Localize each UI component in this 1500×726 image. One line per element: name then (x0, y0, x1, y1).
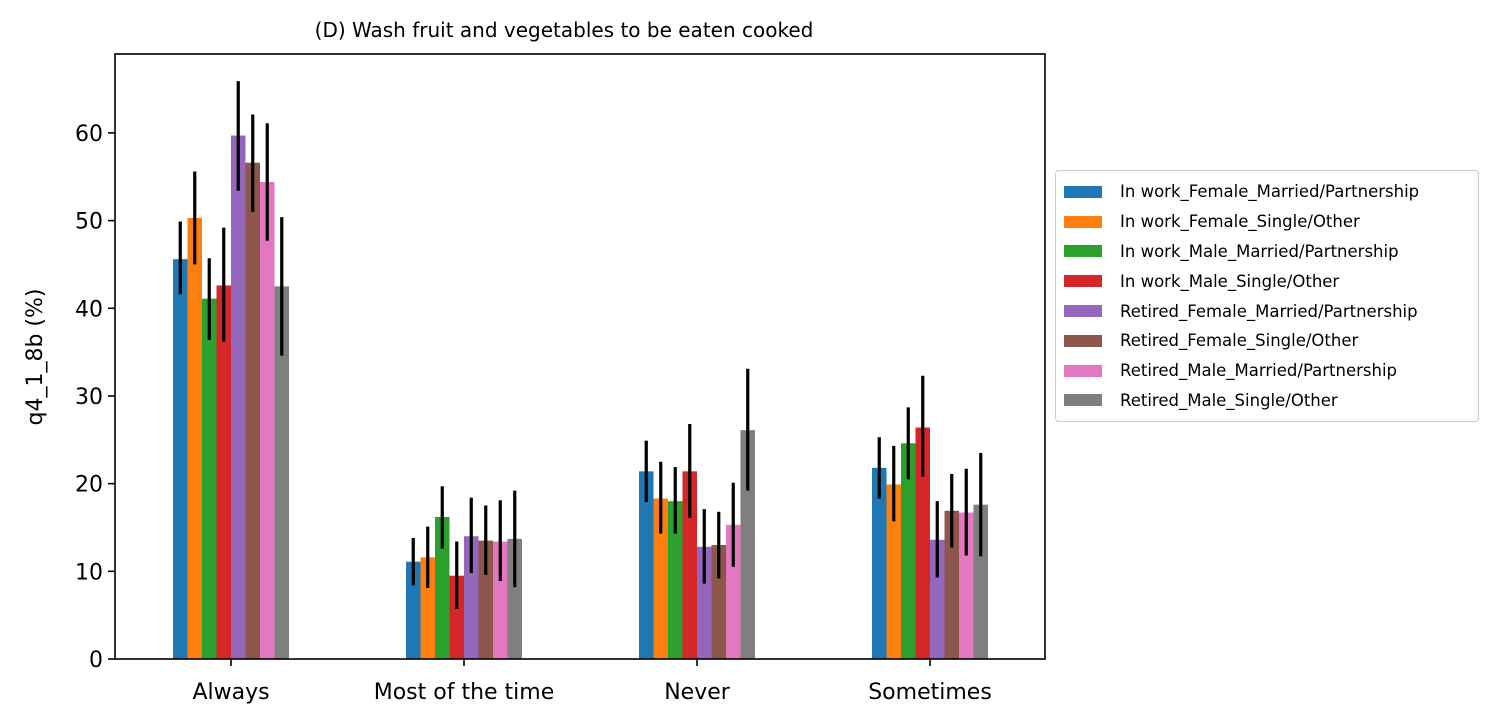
bar (464, 536, 479, 659)
bar (260, 182, 275, 659)
bar (216, 285, 231, 659)
legend-swatch (1064, 215, 1102, 228)
bar (740, 430, 755, 659)
bar (245, 162, 260, 659)
legend-swatch (1064, 334, 1102, 347)
legend-item: Retired_Female_Single/Other (1064, 326, 1478, 356)
bar (202, 298, 217, 659)
legend-item: Retired_Male_Married/Partnership (1064, 356, 1478, 386)
y-tick-label: 0 (89, 648, 103, 673)
y-tick-label: 50 (75, 210, 103, 235)
bar (420, 557, 435, 659)
x-tick-label: Most of the time (374, 680, 555, 705)
bar (872, 467, 887, 659)
bar (711, 545, 726, 659)
legend-label: In work_Female_Single/Other (1120, 212, 1360, 232)
bar (274, 286, 289, 659)
legend-item: Retired_Male_Single/Other (1064, 386, 1478, 416)
legend-item: In work_Male_Married/Partnership (1064, 237, 1478, 267)
bar (493, 541, 508, 659)
y-tick-label: 60 (75, 122, 103, 147)
x-tick-label: Never (664, 680, 731, 705)
bar (682, 471, 697, 659)
bar (959, 512, 974, 659)
bar (507, 538, 522, 659)
bar (187, 217, 202, 659)
legend-label: Retired_Female_Married/Partnership (1120, 301, 1418, 321)
legend-label: In work_Male_Married/Partnership (1120, 241, 1399, 261)
legend-swatch (1064, 275, 1102, 288)
y-tick-label: 30 (75, 385, 103, 410)
bar (726, 524, 741, 659)
legend-label: Retired_Female_Single/Other (1120, 331, 1359, 351)
y-axis-label: q4_1_8b (%) (23, 289, 48, 426)
bar (449, 575, 464, 659)
bar (668, 501, 683, 659)
bar (973, 504, 988, 659)
bar (930, 539, 945, 659)
legend-swatch (1064, 305, 1102, 318)
bar (406, 561, 421, 659)
bar (653, 498, 668, 659)
legend-item: In work_Male_Single/Other (1064, 266, 1478, 296)
legend: In work_Female_Married/Partnership In wor… (1055, 170, 1479, 423)
legend-item: In work_Female_Single/Other (1064, 207, 1478, 237)
legend-label: In work_Male_Single/Other (1120, 271, 1340, 291)
plot-area-frame (114, 53, 1046, 660)
x-tick-label: Always (192, 680, 269, 705)
legend-swatch (1064, 185, 1102, 198)
bar (435, 516, 450, 659)
bar (886, 484, 901, 659)
x-tick-label: Sometimes (868, 680, 992, 705)
legend-item: In work_Female_Married/Partnership (1064, 177, 1478, 207)
bar (173, 259, 188, 659)
bar (697, 546, 712, 659)
legend-label: Retired_Male_Single/Other (1120, 390, 1338, 410)
chart-title: (D) Wash fruit and vegetables to be eate… (315, 18, 814, 42)
legend-item: Retired_Female_Married/Partnership (1064, 296, 1478, 326)
bar (944, 510, 959, 659)
legend-label: In work_Female_Married/Partnership (1120, 182, 1420, 202)
bar (901, 443, 916, 659)
bar (915, 427, 930, 659)
legend-swatch (1064, 245, 1102, 258)
y-tick-label: 20 (75, 473, 103, 498)
y-tick-label: 40 (75, 297, 103, 322)
legend-swatch (1064, 364, 1102, 377)
legend-swatch (1064, 394, 1102, 407)
legend-label: Retired_Male_Married/Partnership (1120, 361, 1398, 381)
y-tick-label: 10 (75, 560, 103, 585)
bar (231, 135, 246, 660)
bar (639, 471, 654, 659)
bar (478, 540, 493, 659)
